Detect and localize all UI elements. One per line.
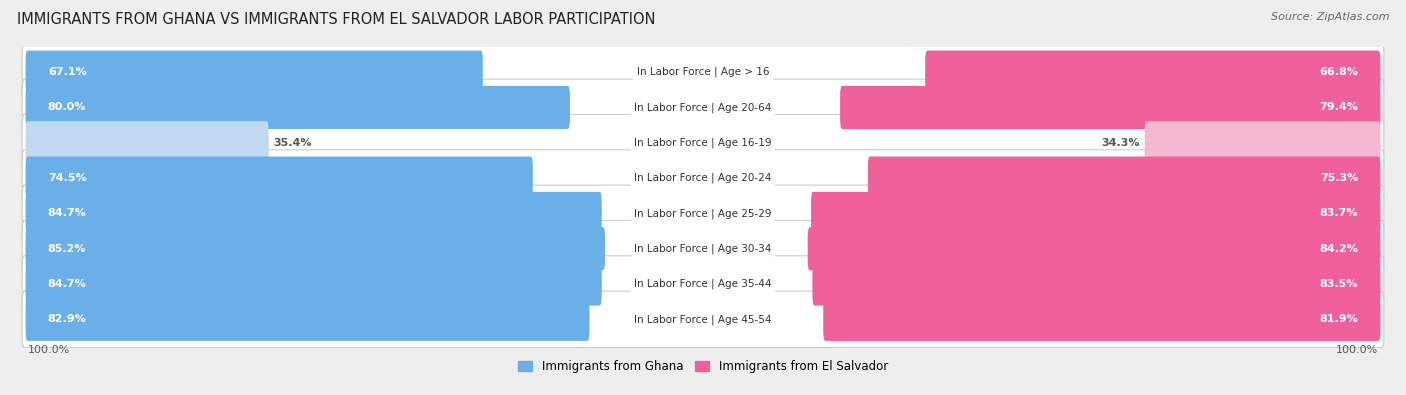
- FancyBboxPatch shape: [22, 79, 1384, 136]
- Text: 82.9%: 82.9%: [48, 314, 87, 324]
- Text: In Labor Force | Age 25-29: In Labor Force | Age 25-29: [634, 208, 772, 219]
- Text: 84.7%: 84.7%: [48, 279, 87, 289]
- FancyBboxPatch shape: [22, 150, 1384, 206]
- FancyBboxPatch shape: [824, 298, 1381, 341]
- Text: 84.7%: 84.7%: [48, 209, 87, 218]
- FancyBboxPatch shape: [807, 227, 1381, 270]
- Text: 35.4%: 35.4%: [273, 138, 312, 148]
- Text: In Labor Force | Age 35-44: In Labor Force | Age 35-44: [634, 279, 772, 289]
- Text: 80.0%: 80.0%: [48, 102, 86, 113]
- FancyBboxPatch shape: [868, 156, 1381, 199]
- Text: 66.8%: 66.8%: [1319, 67, 1358, 77]
- Text: 85.2%: 85.2%: [48, 244, 86, 254]
- Text: In Labor Force | Age 20-64: In Labor Force | Age 20-64: [634, 102, 772, 113]
- FancyBboxPatch shape: [22, 220, 1384, 277]
- Text: 83.7%: 83.7%: [1320, 209, 1358, 218]
- FancyBboxPatch shape: [22, 115, 1384, 171]
- Text: In Labor Force | Age > 16: In Labor Force | Age > 16: [637, 67, 769, 77]
- FancyBboxPatch shape: [25, 263, 602, 306]
- FancyBboxPatch shape: [841, 86, 1381, 129]
- Text: 74.5%: 74.5%: [48, 173, 86, 183]
- FancyBboxPatch shape: [25, 192, 602, 235]
- FancyBboxPatch shape: [25, 156, 533, 199]
- Text: In Labor Force | Age 45-54: In Labor Force | Age 45-54: [634, 314, 772, 325]
- FancyBboxPatch shape: [22, 256, 1384, 312]
- FancyBboxPatch shape: [22, 44, 1384, 100]
- FancyBboxPatch shape: [22, 291, 1384, 348]
- Text: 75.3%: 75.3%: [1320, 173, 1358, 183]
- Text: 34.3%: 34.3%: [1101, 138, 1140, 148]
- Text: Source: ZipAtlas.com: Source: ZipAtlas.com: [1271, 12, 1389, 22]
- FancyBboxPatch shape: [811, 192, 1381, 235]
- FancyBboxPatch shape: [1144, 121, 1381, 164]
- FancyBboxPatch shape: [925, 51, 1381, 94]
- Text: 67.1%: 67.1%: [48, 67, 87, 77]
- Legend: Immigrants from Ghana, Immigrants from El Salvador: Immigrants from Ghana, Immigrants from E…: [513, 355, 893, 378]
- FancyBboxPatch shape: [25, 121, 269, 164]
- FancyBboxPatch shape: [25, 298, 589, 341]
- Text: 100.0%: 100.0%: [1336, 345, 1378, 355]
- Text: In Labor Force | Age 30-34: In Labor Force | Age 30-34: [634, 243, 772, 254]
- FancyBboxPatch shape: [25, 227, 605, 270]
- Text: 83.5%: 83.5%: [1320, 279, 1358, 289]
- FancyBboxPatch shape: [813, 263, 1381, 306]
- Text: 100.0%: 100.0%: [28, 345, 70, 355]
- Text: 81.9%: 81.9%: [1319, 314, 1358, 324]
- FancyBboxPatch shape: [22, 185, 1384, 242]
- FancyBboxPatch shape: [25, 86, 569, 129]
- Text: In Labor Force | Age 16-19: In Labor Force | Age 16-19: [634, 137, 772, 148]
- Text: IMMIGRANTS FROM GHANA VS IMMIGRANTS FROM EL SALVADOR LABOR PARTICIPATION: IMMIGRANTS FROM GHANA VS IMMIGRANTS FROM…: [17, 12, 655, 27]
- FancyBboxPatch shape: [25, 51, 482, 94]
- Text: 84.2%: 84.2%: [1319, 244, 1358, 254]
- Text: 79.4%: 79.4%: [1319, 102, 1358, 113]
- Text: In Labor Force | Age 20-24: In Labor Force | Age 20-24: [634, 173, 772, 183]
